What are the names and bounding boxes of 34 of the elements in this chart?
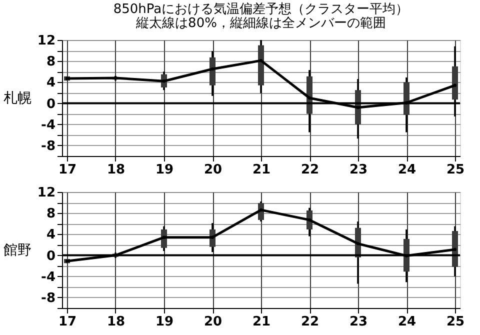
- x-tick-label: 20: [204, 162, 222, 178]
- y-tick-label: 8: [46, 54, 56, 70]
- y-tick-label: -4: [41, 270, 56, 285]
- y-tick-label: 0: [46, 248, 56, 264]
- y-tick-label: 12: [37, 186, 56, 200]
- x-tick-label: 25: [446, 162, 465, 178]
- x-tick-label: 25: [446, 314, 465, 330]
- x-tick-label: 17: [58, 314, 77, 330]
- y-tick-label: 0: [46, 96, 56, 112]
- x-tick-label: 18: [106, 314, 126, 330]
- x-tick-label: 21: [252, 314, 271, 330]
- x-tick-label: 20: [204, 314, 222, 330]
- y-tick-label: 8: [46, 206, 56, 222]
- x-tick-label: 24: [398, 314, 416, 330]
- x-tick-label: 23: [349, 162, 368, 178]
- chart-title: 850hPaにおける気温偏差予想（クラスター平均）: [113, 2, 409, 17]
- y-tick-label: 12: [37, 34, 56, 48]
- y-tick-label: -8: [41, 290, 56, 306]
- x-tick-label: 17: [58, 162, 77, 178]
- x-tick-label: 23: [349, 314, 368, 330]
- x-tick-label: 21: [252, 162, 271, 178]
- x-tick-label: 18: [106, 162, 126, 178]
- x-tick-label: 19: [155, 162, 174, 178]
- chart-subtitle: 縦太線は80%，縦細線は全メンバーの範囲: [135, 16, 386, 31]
- y-tick-label: 4: [46, 76, 56, 91]
- y-axis-title: 札幌: [3, 90, 32, 106]
- x-tick-label: 24: [398, 162, 416, 178]
- y-tick-label: 4: [46, 228, 56, 243]
- y-axis-title: 館野: [3, 242, 32, 258]
- x-tick-label: 22: [300, 314, 320, 330]
- y-tick-label: -4: [41, 118, 56, 133]
- x-tick-label: 22: [300, 162, 320, 178]
- y-tick-label: -8: [41, 138, 56, 154]
- x-tick-label: 19: [155, 314, 174, 330]
